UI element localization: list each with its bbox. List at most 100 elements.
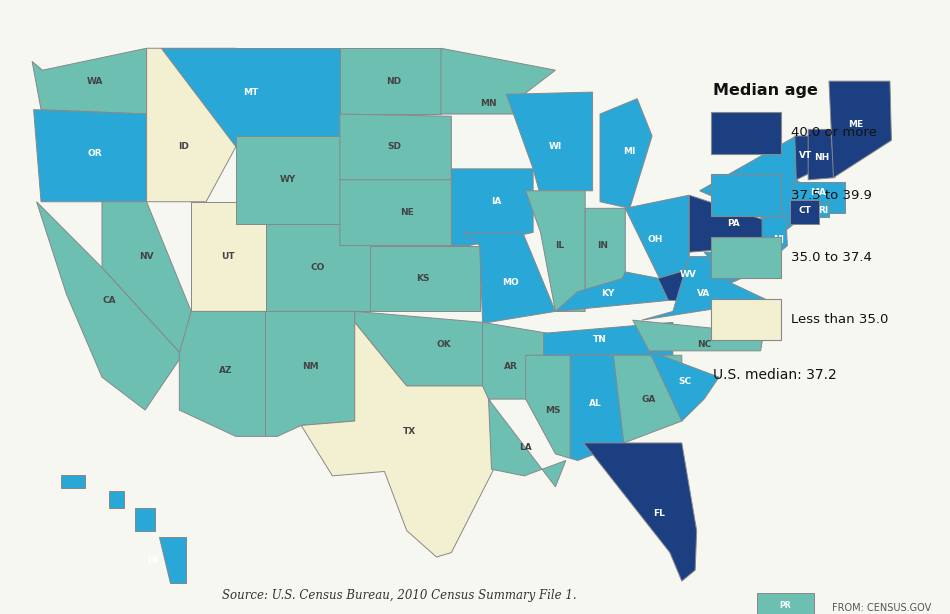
Polygon shape bbox=[641, 257, 768, 320]
Polygon shape bbox=[795, 136, 823, 180]
Text: KY: KY bbox=[600, 289, 614, 298]
Text: MT: MT bbox=[243, 88, 258, 96]
Polygon shape bbox=[543, 322, 673, 356]
Text: PR: PR bbox=[780, 601, 791, 610]
Text: WI: WI bbox=[549, 142, 562, 152]
Polygon shape bbox=[354, 311, 483, 386]
Text: WV: WV bbox=[679, 270, 696, 279]
Text: AR: AR bbox=[504, 362, 518, 371]
Polygon shape bbox=[585, 208, 625, 294]
Text: CA: CA bbox=[103, 296, 116, 305]
Text: MN: MN bbox=[480, 99, 497, 107]
Polygon shape bbox=[829, 81, 891, 177]
Text: MO: MO bbox=[503, 278, 520, 287]
Text: ME: ME bbox=[848, 120, 864, 130]
Polygon shape bbox=[649, 351, 719, 421]
Polygon shape bbox=[135, 508, 155, 530]
Text: DE: DE bbox=[758, 258, 771, 268]
Polygon shape bbox=[625, 195, 690, 279]
Text: NE: NE bbox=[400, 208, 413, 217]
Text: FROM: CENSUS.GOV: FROM: CENSUS.GOV bbox=[832, 603, 931, 613]
Polygon shape bbox=[762, 215, 788, 268]
Text: WA: WA bbox=[86, 77, 103, 85]
Polygon shape bbox=[817, 202, 829, 217]
Text: TN: TN bbox=[593, 335, 607, 344]
Text: HI: HI bbox=[147, 556, 158, 565]
Polygon shape bbox=[506, 92, 593, 191]
Polygon shape bbox=[37, 202, 182, 410]
Text: NY: NY bbox=[752, 176, 766, 184]
Text: MI: MI bbox=[623, 147, 636, 156]
Text: IN: IN bbox=[598, 241, 609, 250]
Polygon shape bbox=[690, 195, 775, 252]
Text: ID: ID bbox=[179, 142, 189, 152]
Text: MA: MA bbox=[810, 188, 826, 198]
Text: CT: CT bbox=[799, 206, 811, 215]
Text: MS: MS bbox=[544, 406, 560, 414]
Polygon shape bbox=[191, 202, 266, 311]
Text: VT: VT bbox=[799, 151, 812, 160]
Text: OK: OK bbox=[437, 340, 451, 349]
Text: IA: IA bbox=[491, 197, 502, 206]
Text: OR: OR bbox=[87, 149, 102, 158]
Polygon shape bbox=[699, 136, 823, 230]
Polygon shape bbox=[704, 252, 771, 283]
Text: MD: MD bbox=[737, 261, 754, 270]
Polygon shape bbox=[301, 322, 496, 557]
Polygon shape bbox=[61, 475, 85, 488]
Text: NM: NM bbox=[302, 362, 318, 371]
Polygon shape bbox=[483, 322, 548, 399]
Polygon shape bbox=[600, 99, 652, 208]
Text: ND: ND bbox=[386, 77, 401, 85]
Text: LA: LA bbox=[520, 443, 532, 452]
Text: SD: SD bbox=[388, 142, 402, 152]
Polygon shape bbox=[32, 49, 146, 114]
Polygon shape bbox=[180, 311, 266, 437]
Polygon shape bbox=[633, 320, 764, 351]
Polygon shape bbox=[451, 169, 533, 246]
Text: NJ: NJ bbox=[773, 235, 784, 244]
Polygon shape bbox=[658, 257, 731, 300]
Text: NV: NV bbox=[140, 252, 154, 261]
Polygon shape bbox=[808, 130, 835, 180]
Polygon shape bbox=[266, 311, 354, 437]
Text: IL: IL bbox=[556, 241, 564, 250]
Text: VA: VA bbox=[697, 289, 711, 298]
Text: NC: NC bbox=[697, 340, 712, 349]
Text: OH: OH bbox=[647, 235, 663, 244]
Polygon shape bbox=[160, 537, 185, 583]
Text: FL: FL bbox=[654, 508, 665, 518]
Polygon shape bbox=[614, 356, 682, 443]
Text: UT: UT bbox=[221, 252, 236, 261]
Polygon shape bbox=[441, 49, 556, 114]
Text: KS: KS bbox=[416, 274, 429, 283]
Polygon shape bbox=[236, 136, 340, 223]
Text: CO: CO bbox=[311, 263, 325, 272]
Polygon shape bbox=[370, 246, 480, 311]
Text: TX: TX bbox=[403, 427, 416, 437]
Polygon shape bbox=[102, 202, 191, 356]
Polygon shape bbox=[340, 180, 469, 246]
Polygon shape bbox=[757, 593, 813, 614]
Polygon shape bbox=[109, 491, 124, 508]
Polygon shape bbox=[340, 49, 441, 114]
Text: DC: DC bbox=[734, 265, 749, 274]
Polygon shape bbox=[525, 191, 585, 311]
Text: NH: NH bbox=[814, 154, 829, 162]
Text: AZ: AZ bbox=[218, 366, 232, 375]
Text: GA: GA bbox=[642, 395, 656, 403]
Polygon shape bbox=[340, 114, 451, 180]
Polygon shape bbox=[583, 443, 696, 581]
Polygon shape bbox=[162, 49, 340, 147]
Polygon shape bbox=[525, 356, 570, 458]
Text: AL: AL bbox=[589, 399, 602, 408]
Polygon shape bbox=[464, 233, 556, 322]
Text: SC: SC bbox=[678, 377, 692, 386]
Text: Source: U.S. Census Bureau, 2010 Census Summary File 1.: Source: U.S. Census Bureau, 2010 Census … bbox=[221, 589, 577, 602]
Polygon shape bbox=[570, 356, 624, 460]
Polygon shape bbox=[738, 268, 743, 272]
Text: PA: PA bbox=[728, 219, 740, 228]
Polygon shape bbox=[488, 399, 566, 487]
Text: RI: RI bbox=[818, 206, 828, 215]
Polygon shape bbox=[556, 272, 669, 311]
